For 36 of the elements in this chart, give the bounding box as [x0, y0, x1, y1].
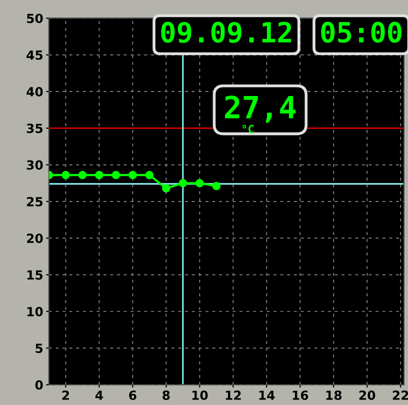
- annotation: 09.09.12: [161, 22, 292, 43]
- x-tick-label: 6: [129, 390, 136, 400]
- y-tick-label: 35: [26, 124, 43, 134]
- point: [178, 178, 188, 188]
- point: [145, 170, 154, 180]
- point: [195, 178, 204, 188]
- y-tick-label: 30: [26, 160, 43, 170]
- point: [78, 170, 87, 180]
- point: [212, 182, 221, 190]
- x-tick-label: 22: [392, 390, 408, 400]
- y-tick-label: 40: [26, 87, 43, 96]
- x-tick-label: 16: [292, 390, 308, 400]
- point: [62, 170, 70, 180]
- annotation: 05:00: [321, 22, 402, 43]
- x-tick-label: 20: [359, 390, 376, 400]
- annotation: 27,4: [225, 96, 296, 123]
- y-tick-label: 15: [27, 270, 43, 280]
- point: [95, 170, 104, 180]
- point: [112, 170, 120, 180]
- y-tick-label: 0: [35, 380, 43, 390]
- x-tick-label: 18: [326, 390, 342, 400]
- x-tick-label: 10: [192, 390, 208, 400]
- annotation: °C: [242, 124, 254, 134]
- y-tick-label: 45: [26, 50, 43, 60]
- y-tick-label: 50: [26, 14, 43, 24]
- y-tick-label: 25: [27, 196, 43, 206]
- y-tick-label: 20: [27, 234, 43, 244]
- x-tick-label: 14: [259, 390, 275, 400]
- x-tick-label: 8: [162, 390, 170, 400]
- point: [128, 170, 137, 180]
- x-tick-label: 2: [62, 390, 69, 400]
- y-tick-label: 10: [27, 306, 43, 316]
- point: [162, 184, 170, 192]
- x-tick-label: 4: [95, 390, 103, 400]
- x-tick-label: 12: [226, 390, 241, 400]
- y-tick-label: 5: [36, 344, 43, 354]
